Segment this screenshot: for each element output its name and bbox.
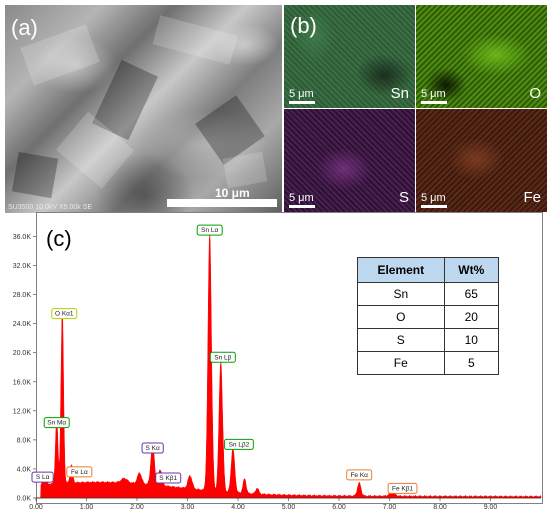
peak-label-text: Sn Mα bbox=[47, 420, 66, 427]
sem-image: (a) 10 μm SU3500 10.0kV X5.00k SE bbox=[5, 5, 282, 213]
peak-label-box bbox=[346, 469, 373, 481]
x-tick-label: 4.00 bbox=[231, 504, 245, 511]
element-label: O bbox=[529, 85, 541, 102]
scale-label: 5 μm bbox=[421, 192, 446, 204]
y-tick-label: 28.0K bbox=[13, 292, 32, 299]
table-row: S 10 bbox=[357, 328, 500, 352]
table-row: Fe 5 bbox=[357, 351, 500, 375]
y-tick-label: 16.0K bbox=[13, 379, 32, 386]
peak-label-text: Fe Kβ1 bbox=[392, 485, 413, 492]
table-cell: Fe bbox=[357, 351, 445, 375]
peak-label-box bbox=[66, 466, 93, 478]
element-label: Sn bbox=[390, 85, 409, 102]
peak-label-text: S Kβ1 bbox=[159, 475, 177, 482]
table-header-wt: Wt% bbox=[443, 257, 500, 283]
x-tick-label: 2.00 bbox=[130, 504, 144, 511]
element-label: S bbox=[398, 189, 409, 206]
scale-bar bbox=[421, 101, 447, 104]
peak-label-box bbox=[209, 351, 236, 363]
peak-label-box bbox=[141, 442, 164, 454]
table-header-element: Element bbox=[357, 257, 445, 283]
peak-label-box bbox=[196, 224, 223, 236]
y-tick-label: 8.0K bbox=[17, 437, 32, 444]
x-tick-label: 0.00 bbox=[29, 504, 43, 511]
peak-label: S Lα bbox=[31, 471, 54, 483]
panel-a-label: (a) bbox=[11, 15, 38, 40]
element-label: Fe bbox=[523, 189, 541, 206]
peak-label-box bbox=[224, 438, 254, 450]
y-tick-label: 20.0K bbox=[13, 350, 32, 357]
table-cell: 20 bbox=[443, 305, 500, 329]
peak-label: Sn Lβ bbox=[209, 351, 236, 363]
peak-label-text: Sn Lβ2 bbox=[229, 441, 250, 448]
peak-label-box bbox=[51, 308, 78, 320]
table-cell: 5 bbox=[443, 351, 500, 375]
panel-c-label: (c) bbox=[46, 226, 72, 251]
y-tick-label: 24.0K bbox=[13, 321, 32, 328]
peak-label-text: O Kα1 bbox=[55, 311, 74, 318]
peak-label-text: S Kα bbox=[146, 445, 160, 452]
peak-label: S Kβ1 bbox=[155, 472, 182, 484]
peak-label: Sn Lα bbox=[196, 224, 223, 236]
scale-label: 5 μm bbox=[421, 88, 446, 100]
y-tick-label: 0.0K bbox=[17, 496, 32, 503]
scale-bar bbox=[421, 205, 447, 208]
table-cell: Sn bbox=[357, 282, 445, 306]
sem-scale-bar bbox=[167, 199, 277, 207]
sem-scale-label: 10 μm bbox=[215, 186, 250, 200]
y-tick-label: 32.0K bbox=[13, 263, 32, 270]
scale-label: 5 μm bbox=[289, 192, 314, 204]
scale-label: 5 μm bbox=[289, 88, 314, 100]
x-tick-label: 9.00 bbox=[484, 504, 498, 511]
peak-label-text: Fe Kα bbox=[350, 472, 368, 479]
y-tick-label: 4.0K bbox=[17, 466, 32, 473]
table-cell: 65 bbox=[443, 282, 500, 306]
peak-label: Sn Mα bbox=[43, 417, 70, 429]
peak-label-text: S Lα bbox=[36, 474, 50, 481]
peak-label: Sn Lβ2 bbox=[224, 438, 254, 450]
table-row: Sn 65 bbox=[357, 282, 500, 306]
table-row: O 20 bbox=[357, 305, 500, 329]
x-tick-label: 3.00 bbox=[181, 504, 195, 511]
x-tick-label: 1.00 bbox=[80, 504, 94, 511]
eds-map-s: 5 μm S bbox=[284, 109, 415, 212]
peak-label: O Kα1 bbox=[51, 308, 78, 320]
peak-label-box bbox=[155, 472, 182, 484]
y-tick-label: 36.0K bbox=[13, 234, 32, 241]
eds-map-fe: 5 μm Fe bbox=[416, 109, 547, 212]
table-cell: S bbox=[357, 328, 445, 352]
peak-label-text: Sn Lβ bbox=[214, 354, 231, 361]
scale-bar bbox=[289, 101, 315, 104]
eds-map-sn: (b) 5 μm Sn bbox=[284, 5, 415, 108]
peak-label-box bbox=[31, 471, 54, 483]
scale-bar bbox=[289, 205, 315, 208]
x-tick-label: 5.00 bbox=[282, 504, 296, 511]
table-cell: O bbox=[357, 305, 445, 329]
table-cell: 10 bbox=[443, 328, 500, 352]
peak-label: Fe Lα bbox=[66, 466, 93, 478]
peak-label: Fe Kα bbox=[346, 469, 373, 481]
y-tick-label: 12.0K bbox=[13, 408, 32, 415]
peak-label-text: Fe Lα bbox=[71, 469, 88, 476]
peak-label: S Kα bbox=[141, 442, 164, 454]
composition-table: Element Wt% Sn 65 O 20 S 10 Fe 5 bbox=[357, 257, 500, 375]
x-tick-label: 7.00 bbox=[383, 504, 397, 511]
table-header-row: Element Wt% bbox=[357, 257, 500, 283]
x-tick-label: 6.00 bbox=[332, 504, 346, 511]
peak-label-box bbox=[43, 417, 70, 429]
x-tick-label: 8.00 bbox=[433, 504, 447, 511]
peak-label: Fe Kβ1 bbox=[387, 482, 418, 494]
sem-info-text: SU3500 10.0kV X5.00k SE bbox=[8, 204, 93, 211]
peak-label-box bbox=[387, 482, 418, 494]
peak-label-text: Sn Lα bbox=[201, 227, 218, 234]
eds-map-o: 5 μm O bbox=[416, 5, 547, 108]
spectrum-fill bbox=[35, 232, 542, 499]
panel-b-label: (b) bbox=[290, 13, 317, 38]
